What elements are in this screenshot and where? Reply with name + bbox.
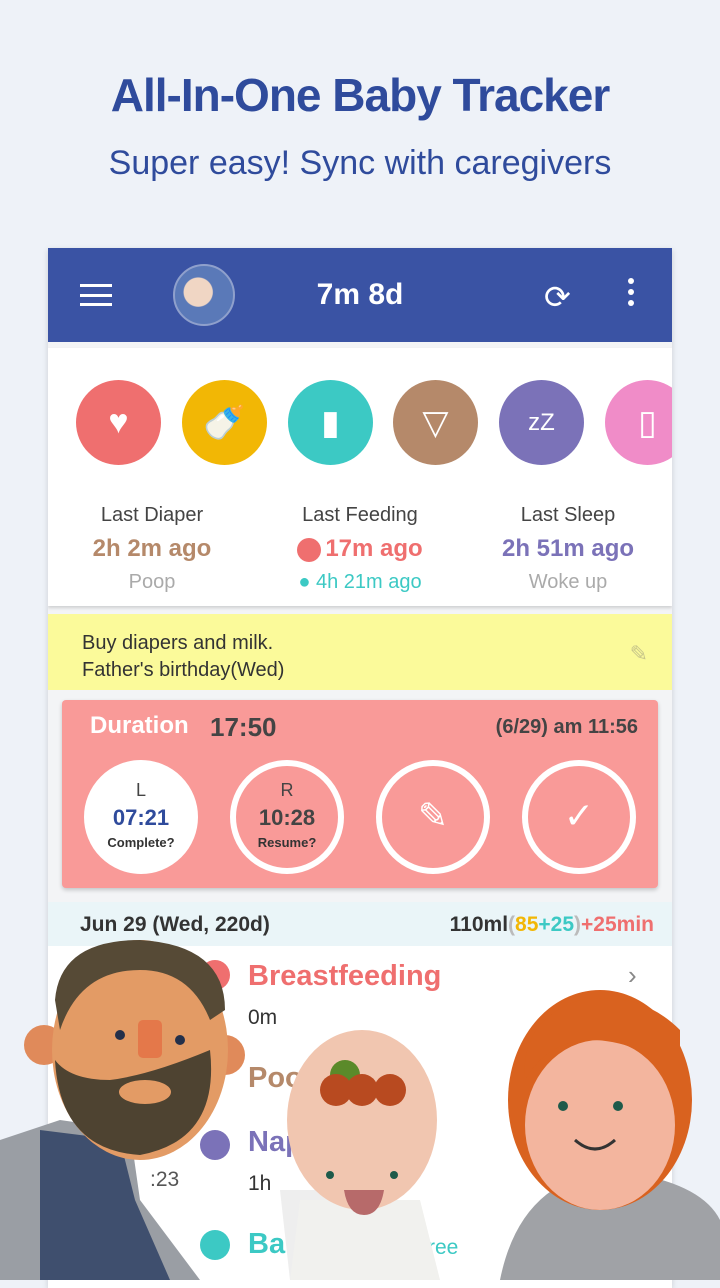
chevron-right-icon[interactable]: › (628, 960, 637, 990)
finish-timer-button[interactable]: ✓ (522, 760, 636, 874)
day-totals: 110ml(85+25)+25min (449, 913, 654, 936)
promo-title: All-In-One Baby Tracker (110, 69, 611, 121)
father-illustration (0, 940, 245, 1280)
app-header: 7m 8d ⟳ (48, 248, 672, 342)
dot-icon: ● (298, 571, 316, 593)
hamburger-icon[interactable] (80, 284, 112, 306)
pumping-button[interactable]: ▯ (605, 380, 672, 465)
breastfeeding-icon (297, 537, 322, 562)
edit-note-icon[interactable]: ✎ (629, 641, 648, 666)
promo-subtitle: Super easy! Sync with caregivers (108, 144, 612, 182)
nap-time: :23 (148, 1168, 182, 1192)
breastfeeding-timer: Duration 17:50 (6/29) am 11:56 L 07:21 C… (62, 700, 658, 888)
edit-timer-button[interactable]: ✎ (376, 760, 490, 874)
day-header: Jun 29 (Wed, 220d) 110ml(85+25)+25min (48, 902, 672, 946)
mother-illustration (500, 990, 720, 1280)
sleep-button[interactable]: zZ (499, 380, 584, 465)
last-feeding[interactable]: Last Feeding 17m ago ● 4h 21m ago (297, 504, 423, 593)
baby-food-icon (200, 1230, 230, 1260)
family-illustration (0, 940, 720, 1280)
baby-food-button[interactable]: ▮ (288, 380, 373, 465)
event-title[interactable]: Breastfeeding (248, 960, 442, 992)
baby-illustration (280, 1030, 440, 1280)
baby-age: 7m 8d (316, 278, 404, 311)
summary-panel: ♥ 🍼 ▮ ▽ zZ ▯ Last Diaper 2h 2m ago Poop … (48, 348, 672, 606)
diaper-button[interactable]: ▽ (393, 380, 478, 465)
breastfeeding-button[interactable]: ♥ (76, 380, 161, 465)
more-vert-icon[interactable] (628, 278, 636, 311)
last-diaper[interactable]: Last Diaper 2h 2m ago Poop (92, 504, 212, 593)
memo-note[interactable]: Buy diapers and milk. Father's birthday(… (48, 614, 672, 690)
right-side-timer[interactable]: R 10:28 Resume? (230, 760, 344, 874)
last-sleep[interactable]: Last Sleep 2h 51m ago Woke up (501, 504, 635, 593)
crib-icon (200, 1130, 230, 1160)
baby-avatar[interactable] (173, 264, 235, 326)
check-icon: ✓ (563, 795, 595, 836)
bottle-button[interactable]: 🍼 (182, 380, 267, 465)
left-side-timer[interactable]: L 07:21 Complete? (84, 760, 198, 874)
sync-icon[interactable]: ⟳ (544, 279, 571, 315)
pencil-icon: ✎ (417, 795, 449, 836)
